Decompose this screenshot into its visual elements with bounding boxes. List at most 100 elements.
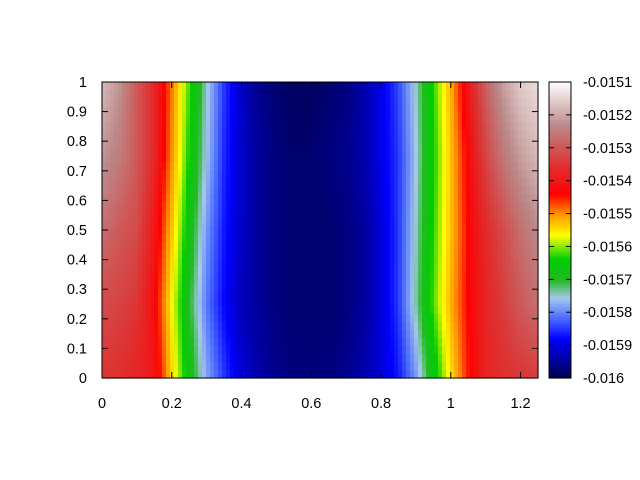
heatmap-cell	[462, 298, 467, 307]
x-tick-label: 0.8	[371, 396, 391, 412]
heatmap-cell	[486, 346, 491, 355]
heatmap-cell	[178, 162, 183, 171]
heatmap-cell	[250, 354, 255, 363]
heatmap-cell	[386, 138, 391, 147]
heatmap-cell	[482, 258, 487, 267]
heatmap-cell	[486, 82, 491, 91]
heatmap-cell	[226, 146, 231, 155]
heatmap-cell	[414, 202, 419, 211]
heatmap-cell	[414, 274, 419, 283]
heatmap-cell	[302, 306, 307, 315]
heatmap-cell	[458, 122, 463, 131]
heatmap-cell	[518, 146, 523, 155]
heatmap-cell	[274, 234, 279, 243]
heatmap-cell	[402, 354, 407, 363]
heatmap-cell	[418, 298, 423, 307]
heatmap-cell	[122, 154, 127, 163]
heatmap-cell	[346, 354, 351, 363]
heatmap-cell	[126, 154, 131, 163]
heatmap-cell	[442, 242, 447, 251]
heatmap-cell	[374, 146, 379, 155]
heatmap-cell	[134, 314, 139, 323]
heatmap-cell	[154, 330, 159, 339]
heatmap-cell	[494, 186, 499, 195]
heatmap-cell	[330, 146, 335, 155]
heatmap-cell	[398, 138, 403, 147]
heatmap-cell	[482, 138, 487, 147]
heatmap-cell	[498, 258, 503, 267]
heatmap-cell	[338, 234, 343, 243]
heatmap-cell	[450, 202, 455, 211]
colorbar-swatch	[549, 298, 571, 301]
heatmap-cell	[182, 122, 187, 131]
heatmap-cell	[506, 290, 511, 299]
heatmap-cell	[514, 322, 519, 331]
heatmap-cell	[314, 346, 319, 355]
heatmap-cell	[250, 146, 255, 155]
heatmap-cell	[370, 242, 375, 251]
heatmap-cell	[422, 306, 427, 315]
colorbar-swatch	[549, 232, 571, 235]
heatmap-cell	[302, 338, 307, 347]
heatmap-cell	[434, 258, 439, 267]
heatmap-cell	[514, 114, 519, 123]
heatmap-cell	[426, 242, 431, 251]
colorbar-swatch	[549, 134, 571, 137]
heatmap-cell	[366, 90, 371, 99]
heatmap-cell	[134, 354, 139, 363]
heatmap-cell	[214, 114, 219, 123]
heatmap-cell	[266, 170, 271, 179]
heatmap-cell	[386, 210, 391, 219]
heatmap-cell	[286, 274, 291, 283]
heatmap-cell	[358, 290, 363, 299]
heatmap-cell	[170, 194, 175, 203]
heatmap-cell	[382, 106, 387, 115]
heatmap-cell	[290, 162, 295, 171]
heatmap-cell	[474, 90, 479, 99]
heatmap-cell	[214, 154, 219, 163]
heatmap-cell	[414, 186, 419, 195]
heatmap-cell	[274, 90, 279, 99]
heatmap-cell	[118, 202, 123, 211]
heatmap-cell	[358, 194, 363, 203]
heatmap-cell	[534, 114, 539, 123]
heatmap-cell	[254, 314, 259, 323]
heatmap-cell	[170, 338, 175, 347]
heatmap-cell	[170, 226, 175, 235]
heatmap-cell	[194, 322, 199, 331]
heatmap-cell	[238, 186, 243, 195]
heatmap-cell	[298, 98, 303, 107]
heatmap-cell	[206, 194, 211, 203]
heatmap-cell	[198, 210, 203, 219]
heatmap-cell	[390, 290, 395, 299]
heatmap-cell	[514, 314, 519, 323]
colorbar-swatch	[549, 318, 571, 321]
heatmap-cell	[450, 186, 455, 195]
heatmap-cell	[534, 210, 539, 219]
colorbar-swatch	[549, 96, 571, 99]
heatmap-cell	[394, 250, 399, 259]
heatmap-cell	[430, 242, 435, 251]
colorbar-swatch	[549, 324, 571, 327]
heatmap-cell	[486, 274, 491, 283]
heatmap-cell	[470, 226, 475, 235]
heatmap-cell	[438, 106, 443, 115]
heatmap-cell	[330, 82, 335, 91]
heatmap-cell	[482, 178, 487, 187]
heatmap-cell	[314, 98, 319, 107]
heatmap-cell	[162, 362, 167, 371]
heatmap-cell	[434, 234, 439, 243]
heatmap-cell	[330, 234, 335, 243]
heatmap-cell	[262, 290, 267, 299]
heatmap-cell	[170, 354, 175, 363]
heatmap-cell	[186, 122, 191, 131]
heatmap-cell	[534, 370, 539, 379]
heatmap-cell	[334, 154, 339, 163]
heatmap-cell	[334, 338, 339, 347]
heatmap-cell	[418, 218, 423, 227]
heatmap-cell	[154, 82, 159, 91]
heatmap-cell	[482, 154, 487, 163]
heatmap-cell	[322, 138, 327, 147]
heatmap-cell	[430, 114, 435, 123]
heatmap-cell	[246, 146, 251, 155]
